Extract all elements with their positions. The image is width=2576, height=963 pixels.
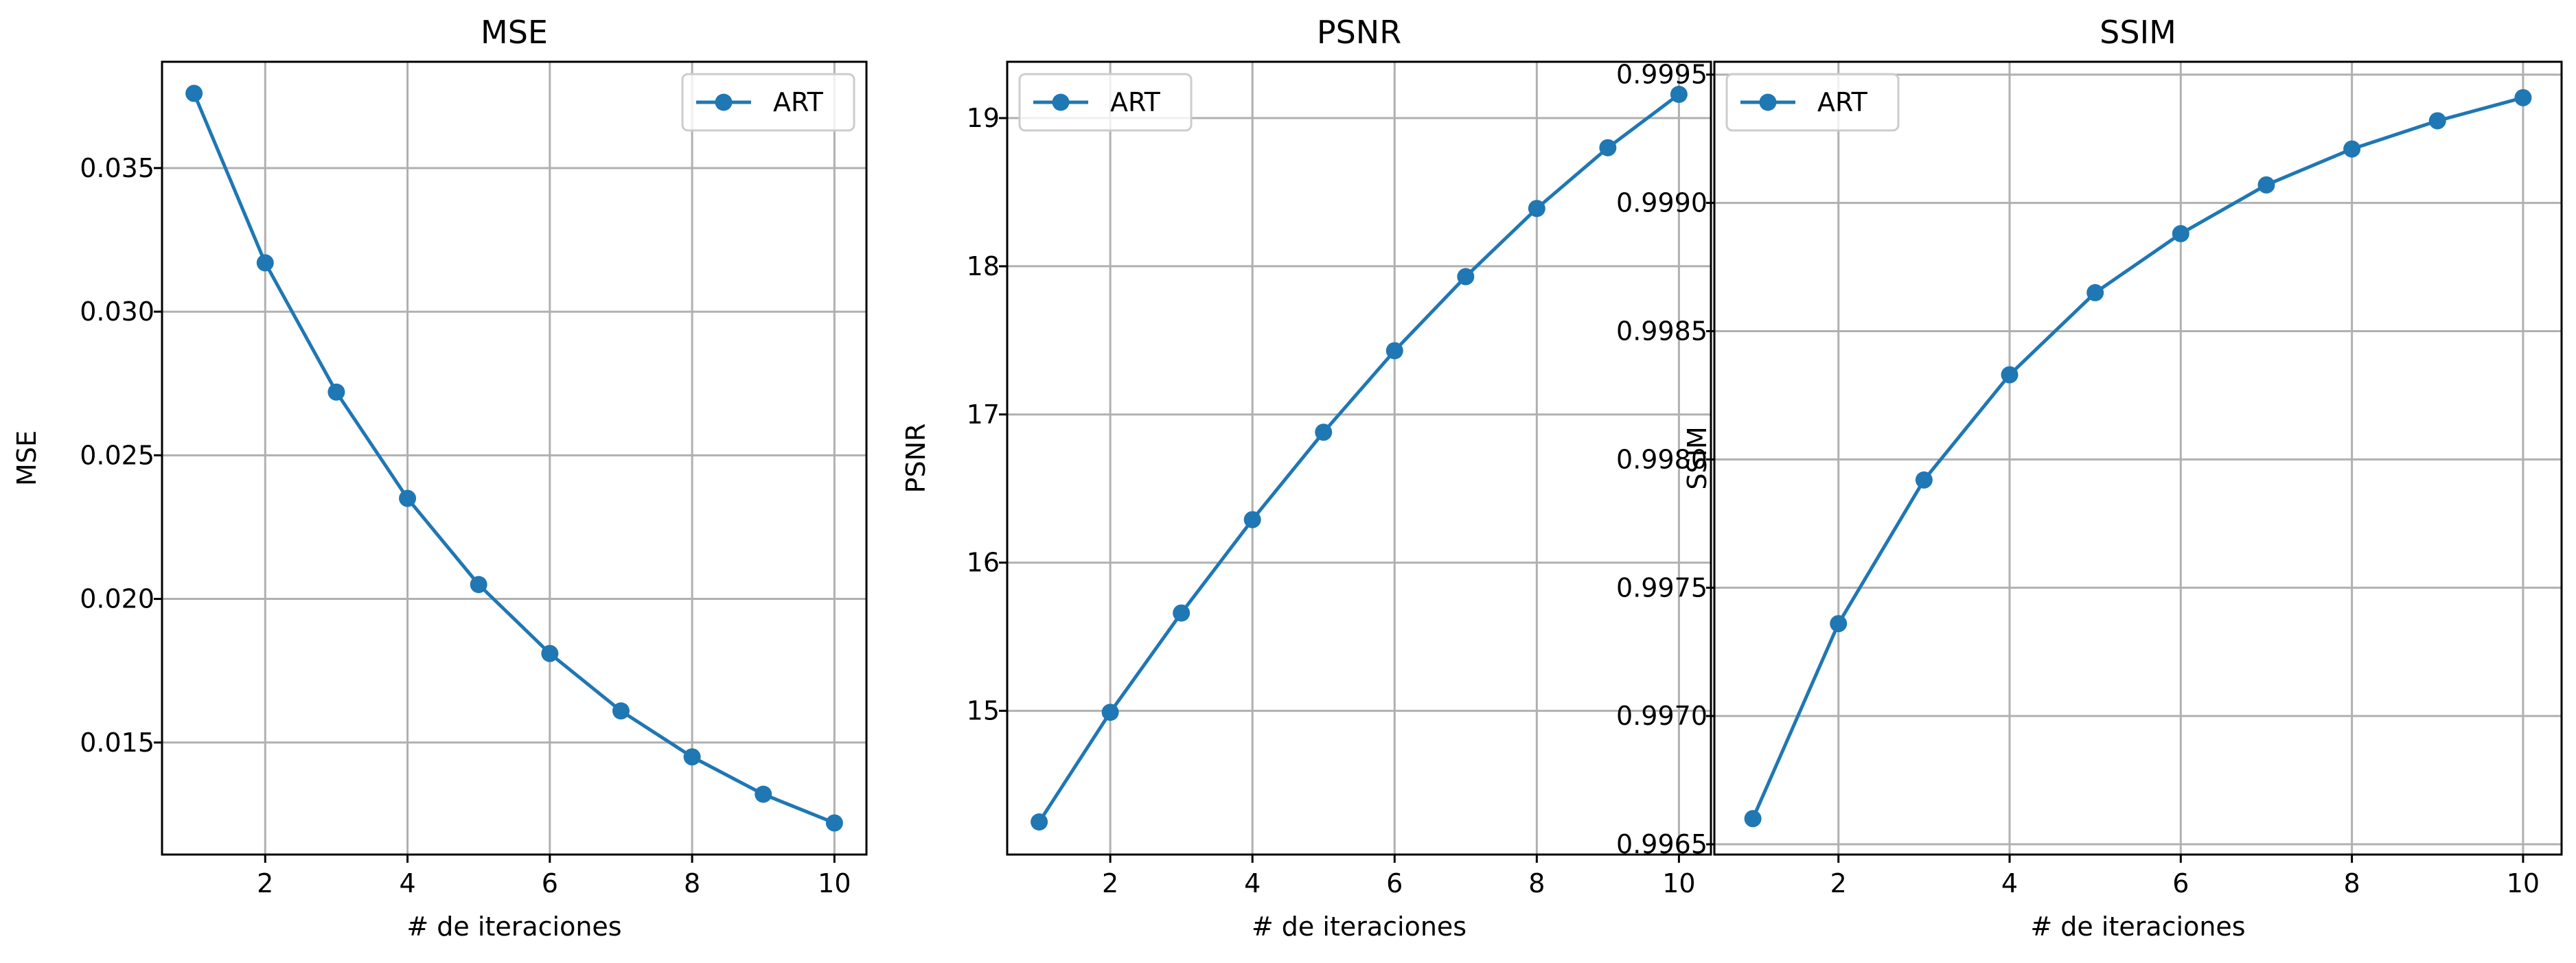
legend: ART [1018,73,1193,132]
data-point [2001,366,2019,384]
x-tick-label: 10 [1662,868,1695,898]
x-tick-label: 8 [1528,868,1545,898]
data-point [2514,89,2532,106]
data-point [755,785,772,803]
data-point [2086,283,2104,301]
x-tick-label: 4 [2001,868,2018,898]
data-point [256,254,274,272]
y-tick-label: 0.015 [80,728,154,758]
x-tick-label: 4 [399,868,415,898]
chart-panel-psnr: 2 4 6 8 10 15 16 17 18 19 PSNR # de iteraciones PSNR… [901,14,1712,942]
y-tick-label: 18 [967,251,1000,281]
chart-title: MSE [481,14,548,51]
y-tick-label: 0.9980 [1616,444,1707,474]
y-tick-label: 17 [967,399,1000,430]
legend-box [1725,73,1900,132]
y-tick-label: 0.9985 [1616,316,1707,346]
data-point [612,702,630,720]
x-tick-label: 10 [818,868,851,898]
data-point [1315,424,1333,441]
y-axis-label: SSIM [1682,426,1712,489]
chart-panel-mse: 2 4 6 8 10 0.015 0.020 0.025 0.030 0.035 MSE # de i… [12,14,868,942]
y-tick-label: 0.025 [80,440,154,470]
series-line-art [1751,95,2524,820]
legend: ART [681,73,855,132]
chart-panel-ssim: 2 4 6 8 10 0.9965 0.9970 0.9975 0.9980 0.9985 0.99… [1616,14,2563,942]
x-tick-label: 8 [684,868,700,898]
x-axis-label: # de iteraciones [2030,912,2245,942]
legend-label: ART [1110,87,1161,117]
legend-marker [1052,93,1070,111]
y-tick-label: 0.9965 [1616,829,1707,859]
plot-frame [1006,60,1712,856]
data-point [1528,200,1545,218]
data-point [1243,511,1261,529]
data-point [2257,176,2275,194]
legend-box [681,73,855,132]
legend-label: ART [773,87,824,117]
data-point [825,814,843,832]
data-point [1744,810,1762,828]
data-point [470,576,487,594]
data-point [683,748,701,766]
data-point [1031,813,1048,831]
data-point [1830,615,1848,633]
x-tick-label: 6 [2172,868,2189,898]
legend-label: ART [1817,87,1868,117]
data-point [399,489,417,507]
series-line-art [1037,93,1680,823]
series-line-art [192,93,836,825]
x-axis-label: # de iteraciones [1252,912,1467,942]
y-axis-label: PSNR [901,424,931,494]
x-tick-label: 2 [1102,868,1118,898]
data-point [2172,224,2189,242]
data-point [541,645,559,662]
x-axis-label: # de iteraciones [406,912,621,942]
y-tick-label: 19 [967,103,1000,133]
data-point [1385,342,1403,360]
y-tick-label: 0.9990 [1616,188,1707,218]
x-tick-label: 10 [2507,868,2540,898]
data-point [1101,704,1119,721]
legend-box [1018,73,1193,132]
data-point [1457,268,1475,286]
x-tick-label: 6 [542,868,558,898]
data-point [2428,112,2446,130]
data-point [1915,471,1933,489]
data-point [2343,140,2361,158]
y-tick-label: 15 [967,696,1000,726]
x-tick-label: 2 [257,868,273,898]
legend-marker [715,93,733,111]
plot-frame [161,60,868,856]
x-tick-label: 2 [1830,868,1847,898]
y-tick-label: 0.020 [80,584,154,614]
chart-title: SSIM [2100,14,2176,51]
data-point [1173,604,1191,622]
y-tick-label: 0.9970 [1616,701,1707,731]
data-point [327,383,345,401]
x-tick-label: 8 [2344,868,2360,898]
data-point [1599,139,1617,156]
data-point [1670,85,1688,103]
legend: ART [1725,73,1900,132]
x-tick-label: 6 [1386,868,1403,898]
chart-title: PSNR [1317,14,1401,51]
y-axis-label: MSE [12,430,42,486]
x-tick-label: 4 [1244,868,1261,898]
y-tick-label: 0.9975 [1616,572,1707,603]
legend-marker [1759,93,1777,111]
plot-frame [1713,60,2563,856]
y-tick-label: 16 [967,548,1000,578]
y-tick-label: 0.030 [80,297,154,327]
y-tick-label: 0.9995 [1616,60,1707,90]
y-tick-label: 0.035 [80,153,154,183]
data-point [185,84,203,102]
